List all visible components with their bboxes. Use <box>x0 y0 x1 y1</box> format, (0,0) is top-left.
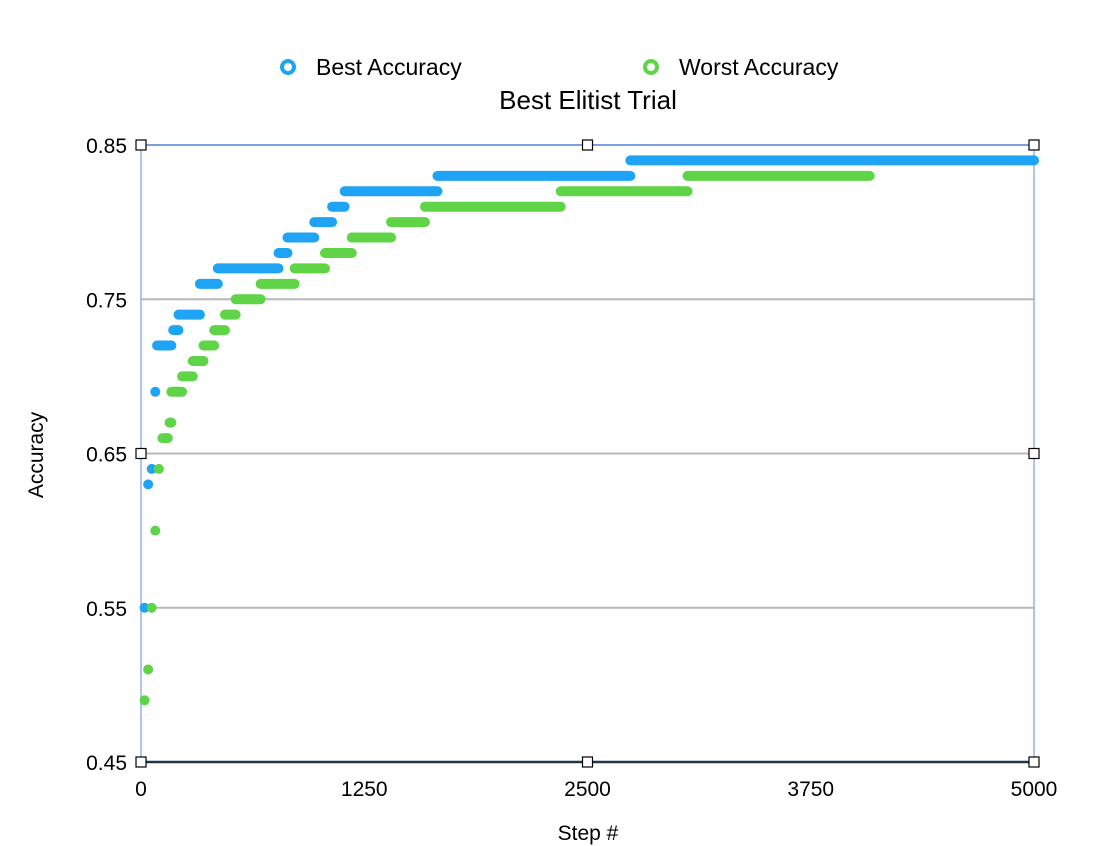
x-axis-title: Step # <box>558 822 619 845</box>
legend-label-best: Best Accuracy <box>316 54 462 80</box>
x-tick-labels: 0 1250 2500 3750 5000 <box>135 778 1057 801</box>
resize-handle[interactable] <box>581 756 594 768</box>
data-point <box>146 463 157 474</box>
data-point <box>150 525 161 536</box>
data-point <box>146 602 157 613</box>
x-tick-label: 5000 <box>1011 778 1058 801</box>
x-tick-label: 3750 <box>787 778 834 801</box>
legend-marker-best <box>280 59 296 75</box>
chart-title: Best Elitist Trial <box>499 85 677 115</box>
legend-item-worst[interactable]: Worst Accuracy <box>643 54 839 80</box>
y-axis-title: Accuracy <box>25 411 48 498</box>
y-tick-label: 0.45 <box>86 752 127 775</box>
x-tick-label: 1250 <box>341 778 388 801</box>
resize-handle[interactable] <box>135 756 147 768</box>
y-tick-label: 0.65 <box>86 444 127 467</box>
data-point <box>143 479 154 490</box>
y-tick-label: 0.75 <box>86 289 127 312</box>
legend-item-best[interactable]: Best Accuracy <box>280 54 462 80</box>
data-point <box>153 463 164 474</box>
y-tick-labels: 0.45 0.55 0.65 0.75 0.85 <box>86 135 127 775</box>
legend-marker-worst <box>643 59 659 75</box>
data-point <box>139 695 150 706</box>
x-tick-label: 2500 <box>564 778 611 801</box>
data-point <box>143 664 154 675</box>
legend: Best Accuracy Worst Accuracy <box>280 54 839 80</box>
y-tick-label: 0.55 <box>86 598 127 621</box>
resize-handle[interactable] <box>135 447 147 460</box>
resize-handle[interactable] <box>581 139 594 151</box>
resize-handle[interactable] <box>1028 756 1040 768</box>
series-1 <box>139 170 875 706</box>
x-tick-label: 0 <box>135 778 147 801</box>
resize-handle[interactable] <box>1028 139 1040 151</box>
data-point <box>150 386 161 397</box>
resize-handle[interactable] <box>135 139 147 151</box>
legend-label-worst: Worst Accuracy <box>679 54 839 80</box>
y-tick-label: 0.85 <box>86 135 127 158</box>
data-point <box>139 602 150 613</box>
series-layer <box>139 155 1039 706</box>
series-0 <box>139 155 1039 613</box>
resize-handle[interactable] <box>1028 447 1040 460</box>
selection-handles[interactable] <box>135 139 1040 768</box>
grid-layer <box>141 298 1034 609</box>
